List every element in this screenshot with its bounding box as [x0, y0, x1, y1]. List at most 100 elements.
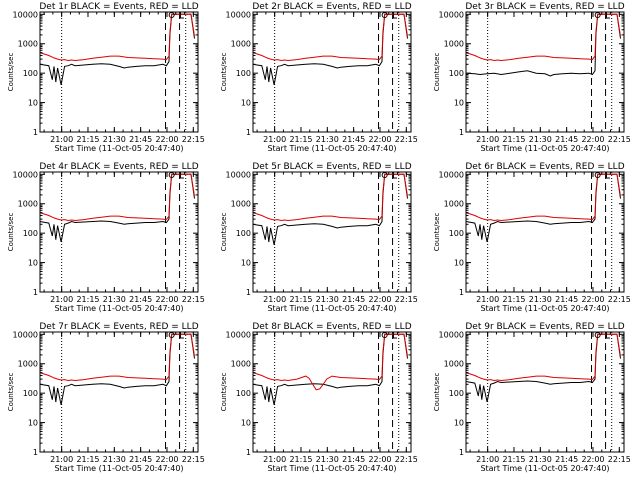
y-tick-label: 1: [459, 448, 464, 457]
panel-title: Det 6r BLACK = Events, RED = LLD: [465, 162, 624, 172]
x-tick-label: 21:15: [289, 135, 312, 144]
panel-det-3: Det 3r BLACK = Events, RED = LLD 1 10 100 10…: [433, 2, 631, 153]
y-tick-label: 1: [33, 448, 38, 457]
x-axis-title: Start Time (11-Oct-05 20:47:40): [480, 304, 609, 313]
series-red-line: [39, 333, 195, 382]
y-tick-label: 10000: [226, 330, 251, 339]
flag-marker: [392, 12, 397, 19]
plot-frame: [465, 11, 625, 133]
x-tick-label: 21:45: [555, 135, 578, 144]
x-tick-label: 22:00: [368, 295, 391, 304]
y-tick-label: 1000: [18, 40, 38, 49]
y-tick-label: 10: [241, 259, 251, 268]
y-tick-label: 100: [236, 229, 251, 238]
x-axis-title: Start Time (11-Oct-05 20:47:40): [267, 464, 396, 473]
x-tick-label: 21:30: [529, 295, 552, 304]
y-tick-label: 10000: [439, 330, 464, 339]
series-red-line: [465, 173, 621, 222]
y-tick-label: 10: [241, 99, 251, 108]
y-axis-title: Counts/sec: [433, 213, 441, 252]
y-tick-label: 1: [246, 288, 251, 297]
x-tick-label: 22:15: [395, 295, 418, 304]
y-tick-label: 10000: [439, 170, 464, 179]
x-tick-label: 21:30: [103, 295, 126, 304]
x-tick-label: 21:45: [342, 455, 365, 464]
series-black-line: [252, 13, 408, 86]
flag-marker: [392, 172, 397, 179]
y-tick-label: 100: [449, 69, 464, 78]
x-tick-label: 22:15: [608, 135, 631, 144]
panel-det-1: Det 1r BLACK = Events, RED = LLD 1 10 100 10…: [7, 2, 205, 153]
y-axis-title: Counts/sec: [7, 373, 15, 412]
panel-det-7: Det 7r BLACK = Events, RED = LLD 1 10 100 10…: [7, 322, 205, 473]
series-black-line: [465, 13, 621, 77]
y-tick-label: 100: [449, 389, 464, 398]
x-tick-label: 21:15: [289, 455, 312, 464]
x-tick-label: 21:15: [289, 295, 312, 304]
series-black-line: [252, 333, 408, 406]
y-tick-label: 1000: [18, 360, 38, 369]
flag-marker: [605, 332, 610, 339]
y-axis-title: Counts/sec: [220, 53, 228, 92]
y-tick-label: 10000: [439, 10, 464, 19]
x-tick-label: 21:00: [476, 295, 499, 304]
panel-title: Det 2r BLACK = Events, RED = LLD: [252, 2, 411, 12]
x-tick-label: 21:45: [555, 455, 578, 464]
series-red-line: [252, 333, 408, 391]
y-tick-label: 10: [454, 419, 464, 428]
panel-title: Det 3r BLACK = Events, RED = LLD: [465, 2, 624, 12]
y-axis-title: Counts/sec: [7, 53, 15, 92]
y-tick-label: 10000: [13, 10, 38, 19]
y-axis-title: Counts/sec: [7, 213, 15, 252]
x-tick-label: 22:00: [581, 455, 604, 464]
y-tick-label: 10000: [13, 170, 38, 179]
series-red-line: [252, 173, 408, 222]
plot-frame: [39, 331, 199, 453]
series-red-line: [465, 13, 621, 62]
x-tick-label: 22:00: [368, 135, 391, 144]
series-black-line: [39, 173, 195, 243]
panel-title: Det 7r BLACK = Events, RED = LLD: [39, 322, 198, 332]
panel-det-8: Det 8r BLACK = Events, RED = LLD 1 10 100 10…: [220, 322, 418, 473]
x-tick-label: 21:30: [103, 455, 126, 464]
series-black-line: [39, 333, 195, 406]
y-tick-label: 100: [23, 229, 38, 238]
series-red-line: [465, 333, 621, 382]
y-tick-label: 10000: [226, 170, 251, 179]
x-tick-label: 21:30: [316, 455, 339, 464]
y-tick-label: 100: [23, 69, 38, 78]
y-tick-label: 1: [459, 128, 464, 137]
y-tick-label: 10: [241, 419, 251, 428]
x-tick-label: 21:00: [263, 135, 286, 144]
y-tick-label: 1000: [231, 200, 251, 209]
y-tick-label: 1: [459, 288, 464, 297]
y-tick-label: 1000: [18, 200, 38, 209]
flag-marker: [179, 12, 184, 19]
x-tick-label: 21:45: [129, 295, 152, 304]
x-tick-label: 22:15: [182, 135, 205, 144]
x-tick-label: 21:15: [76, 295, 99, 304]
y-tick-label: 10: [28, 419, 38, 428]
series-red-line: [252, 13, 408, 62]
panel-title: Det 1r BLACK = Events, RED = LLD: [39, 2, 198, 12]
plot-frame: [252, 11, 412, 133]
panel-title: Det 4r BLACK = Events, RED = LLD: [39, 162, 198, 172]
x-tick-label: 21:00: [263, 455, 286, 464]
y-axis-title: Counts/sec: [433, 53, 441, 92]
x-tick-label: 21:15: [502, 135, 525, 144]
flag-marker: [179, 332, 184, 339]
x-tick-label: 21:30: [316, 295, 339, 304]
panel-title: Det 5r BLACK = Events, RED = LLD: [252, 162, 411, 172]
x-axis-title: Start Time (11-Oct-05 20:47:40): [480, 464, 609, 473]
x-tick-label: 21:45: [555, 295, 578, 304]
panel-det-5: Det 5r BLACK = Events, RED = LLD 1 10 100 10…: [220, 162, 418, 313]
x-axis-title: Start Time (11-Oct-05 20:47:40): [54, 144, 183, 153]
x-axis-title: Start Time (11-Oct-05 20:47:40): [54, 304, 183, 313]
y-tick-label: 100: [23, 389, 38, 398]
y-axis-title: Counts/sec: [220, 373, 228, 412]
x-tick-label: 22:00: [155, 455, 178, 464]
y-axis-title: Counts/sec: [433, 373, 441, 412]
y-tick-label: 1: [246, 448, 251, 457]
x-tick-label: 22:00: [581, 135, 604, 144]
